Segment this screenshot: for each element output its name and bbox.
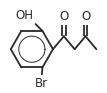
Text: O: O — [81, 10, 90, 23]
Text: O: O — [59, 10, 68, 23]
Text: Br: Br — [35, 77, 48, 90]
Text: OH: OH — [16, 9, 33, 22]
